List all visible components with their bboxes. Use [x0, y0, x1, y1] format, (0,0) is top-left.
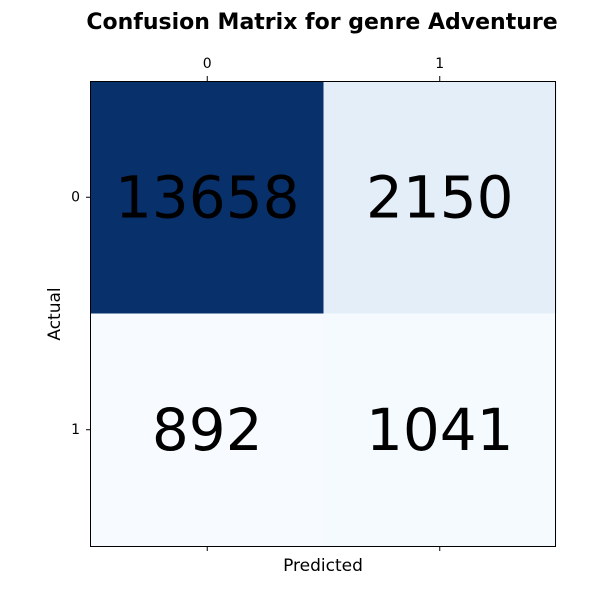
cell-value-label-1-0: 892: [152, 396, 263, 464]
y-tick-label-0: 0: [71, 189, 80, 205]
y-axis-label: Actual: [45, 287, 65, 340]
matrix-cells: [91, 81, 557, 547]
plot-frame: [90, 81, 556, 547]
cell-value-label-1-1: 1041: [366, 396, 514, 464]
matrix-cell-1-1: [323, 313, 557, 547]
matrix-cell-0-1: [323, 81, 557, 314]
cell-value-label-0-1: 2150: [366, 163, 514, 231]
cell-value-label-0-0: 13658: [115, 163, 300, 231]
x-axis-label: Predicted: [283, 556, 363, 576]
chart-title: Confusion Matrix for genre Adventure: [86, 10, 557, 35]
matrix-cell-1-0: [91, 313, 324, 547]
x-tick-label-0: 0: [203, 56, 212, 72]
x-tick-label-1: 1: [435, 56, 444, 72]
y-tick-label-1: 1: [71, 422, 80, 438]
matrix-cell-labels: 13658 2150 892 1041: [115, 163, 514, 464]
matrix-cell-0-0: [91, 81, 324, 314]
y-ticks: 01: [71, 189, 91, 438]
